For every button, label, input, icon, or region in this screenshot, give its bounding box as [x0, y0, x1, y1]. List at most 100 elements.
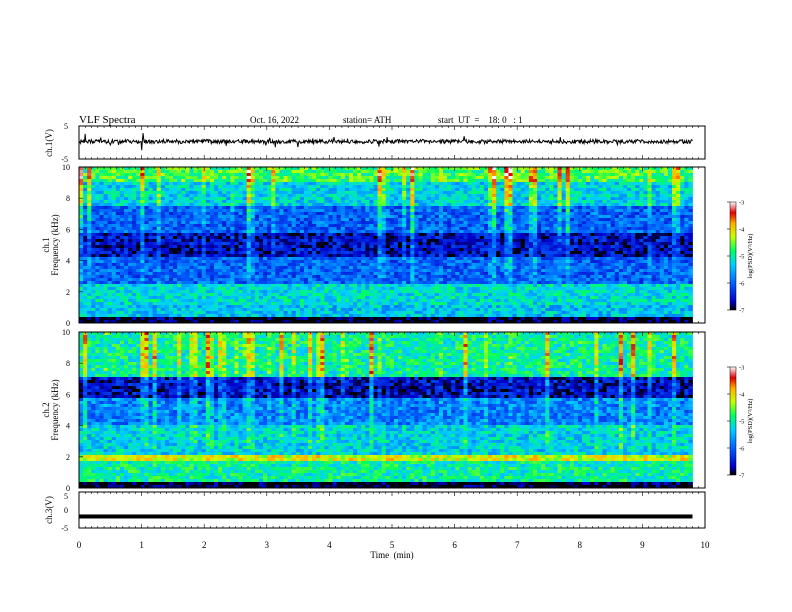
spectrogram-cell [185, 203, 190, 207]
spectrogram-cell [95, 257, 100, 261]
spectrogram-cell [414, 242, 419, 246]
spectrogram-cell [103, 218, 109, 222]
spectrogram-cell [594, 206, 599, 210]
spectrogram-cell [610, 251, 616, 255]
spectrogram-cell [451, 242, 456, 246]
spectrogram-cell [663, 203, 669, 207]
spectrogram-cell [459, 200, 464, 204]
spectrogram-cell [164, 170, 170, 174]
spectrogram-cell [226, 194, 231, 198]
spectrogram-cell [602, 176, 607, 180]
spectrogram-cell [537, 233, 542, 237]
spectrogram-cell [83, 224, 88, 228]
spectrogram-cell [287, 233, 293, 237]
spectrogram-cell [659, 185, 665, 189]
spectrogram-cell [516, 185, 522, 189]
spectrogram-cell [312, 182, 317, 186]
spectrogram-cell [164, 188, 170, 192]
spectrogram-cell [459, 227, 464, 231]
spectrogram-cell [205, 239, 211, 243]
spectrogram-cell [181, 188, 186, 192]
spectrogram-cell [426, 200, 432, 204]
spectrogram-cell [610, 179, 616, 183]
spectrogram-cell [377, 242, 383, 246]
spectrogram-cell [160, 194, 166, 198]
spectrogram-cell [569, 239, 575, 243]
spectrogram-cell [242, 194, 248, 198]
spectrogram-cell [332, 182, 338, 186]
spectrogram-cell [398, 245, 403, 249]
spectrogram-cell [348, 188, 354, 192]
spectrogram-cell [393, 179, 399, 183]
spectrogram-cell [136, 242, 141, 246]
spectrogram-cell [606, 236, 612, 240]
spectrogram-cell [234, 197, 239, 201]
spectrogram-cell [152, 245, 158, 249]
spectrogram-cell [373, 167, 378, 171]
spectrogram-cell [618, 194, 624, 198]
spectrogram-cell [651, 254, 657, 258]
spectrogram-cell [230, 185, 235, 189]
spectrogram-cell [672, 239, 677, 243]
spectrogram-cell [328, 209, 333, 213]
spectrogram-cell [381, 200, 387, 204]
spectrogram-cell [218, 176, 223, 180]
spectrogram-cell [635, 194, 640, 198]
spectrogram-cell [115, 170, 121, 174]
spectrogram-cell [250, 197, 256, 201]
spectrogram-cell [160, 224, 166, 228]
spectrogram-cell [537, 236, 542, 240]
spectrogram-cell [234, 230, 239, 234]
spectrogram-cell [504, 182, 509, 186]
spectrogram-cell [541, 173, 546, 177]
spectrogram-cell [451, 260, 456, 264]
spectrogram-cell [181, 173, 186, 177]
spectrogram-cell [549, 221, 554, 225]
spectrogram-cell [336, 170, 342, 174]
spectrogram-cell [573, 176, 579, 180]
spectrogram-cell [230, 245, 235, 249]
spectrogram-cell [344, 197, 350, 201]
spectrogram-cell [667, 239, 673, 243]
spectrogram-cell [160, 257, 166, 261]
spectrogram-cell [381, 185, 387, 189]
spectrogram-cell [111, 254, 117, 258]
spectrogram-cell [295, 233, 301, 237]
spectrogram-cell [250, 257, 256, 261]
spectrogram-cell [573, 245, 579, 249]
spectrogram-cell [361, 245, 366, 249]
spectrogram-cell [348, 260, 354, 264]
spectrogram-cell [479, 212, 485, 216]
spectrogram-cell [279, 194, 284, 198]
spectrogram-cell [622, 233, 628, 237]
spectrogram-cell [680, 188, 685, 192]
spectrogram-cell [365, 185, 370, 189]
spectrogram-cell [631, 251, 636, 255]
spectrogram-cell [365, 200, 370, 204]
spectrogram-cell [402, 197, 407, 201]
spectrogram-cell [336, 203, 342, 207]
spectrogram-cell [271, 167, 276, 171]
spectrogram-cell [406, 242, 411, 246]
spectrogram-cell [353, 200, 358, 204]
spectrogram-cell [422, 248, 428, 252]
spectrogram-cell [520, 239, 526, 243]
spectrogram-cell [119, 233, 125, 237]
spectrogram-cell [263, 182, 268, 186]
spectrogram-cell [500, 215, 505, 219]
spectrogram-cell [291, 206, 297, 210]
spectrogram-cell [471, 173, 477, 177]
spectrogram-cell [373, 170, 378, 174]
spectrogram-cell [291, 239, 297, 243]
spectrogram-cell [565, 218, 571, 222]
spectrogram-cell [267, 170, 272, 174]
spectrogram-cell [451, 203, 456, 207]
spectrogram-cell [279, 245, 284, 249]
spectrogram-cell [201, 197, 207, 201]
spectrogram-cell [524, 212, 530, 216]
spectrogram-cell [119, 173, 125, 177]
spectrogram-cell [528, 176, 534, 180]
spectrogram-cell [111, 242, 117, 246]
spectrogram-cell [426, 224, 432, 228]
spectrogram-cell [667, 221, 673, 225]
